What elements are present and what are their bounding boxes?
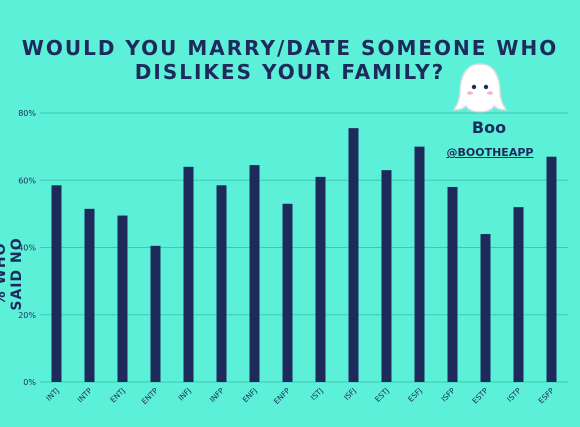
bar	[381, 170, 392, 382]
brand-name: Boo	[471, 118, 507, 137]
bar	[117, 215, 128, 382]
bar	[348, 128, 359, 382]
bar	[282, 203, 293, 382]
bar	[84, 208, 95, 382]
x-tick-label: INFJ	[176, 386, 193, 403]
x-tick-label: INTJ	[44, 386, 61, 403]
x-tick-label: ESFP	[537, 386, 557, 406]
y-tick-label: 80%	[18, 109, 36, 118]
x-tick-label: ENTJ	[108, 386, 126, 404]
x-tick-label: ISTP	[505, 386, 523, 404]
x-tick-label: ESTJ	[373, 386, 391, 404]
x-tick-label: INFP	[208, 386, 226, 404]
bar	[249, 165, 260, 382]
x-tick-label: ESTP	[470, 386, 490, 406]
brand-handle[interactable]: @BOOTHEAPP	[446, 146, 534, 159]
bar	[150, 245, 161, 382]
chart-title-line-2: DISLIKES YOUR FAMILY?	[134, 60, 446, 84]
x-tick-label: ISFJ	[342, 386, 358, 402]
bar	[315, 176, 326, 382]
bar	[183, 166, 194, 382]
bar	[216, 185, 227, 382]
chart-title-line-1: WOULD YOU MARRY/DATE SOMEONE WHO	[21, 36, 559, 60]
bar	[414, 146, 425, 382]
y-tick-label: 20%	[18, 311, 36, 320]
x-tick-label: INTP	[76, 386, 95, 405]
x-tick-label: ISTJ	[309, 386, 325, 402]
x-tick-label: ENTP	[140, 386, 160, 406]
y-tick-label: 40%	[18, 244, 36, 253]
y-tick-label: 60%	[18, 176, 36, 185]
bar	[51, 185, 62, 382]
y-tick-label: 0%	[23, 378, 36, 387]
x-tick-label: ESFJ	[406, 386, 424, 404]
x-tick-label: ENFJ	[241, 386, 259, 404]
bar	[447, 186, 458, 382]
bar	[480, 234, 491, 382]
ghost-icon	[452, 63, 508, 113]
bar	[513, 207, 524, 382]
x-tick-label: ENFP	[272, 386, 292, 406]
x-tick-label: ISFP	[439, 386, 457, 404]
bar	[546, 156, 557, 382]
